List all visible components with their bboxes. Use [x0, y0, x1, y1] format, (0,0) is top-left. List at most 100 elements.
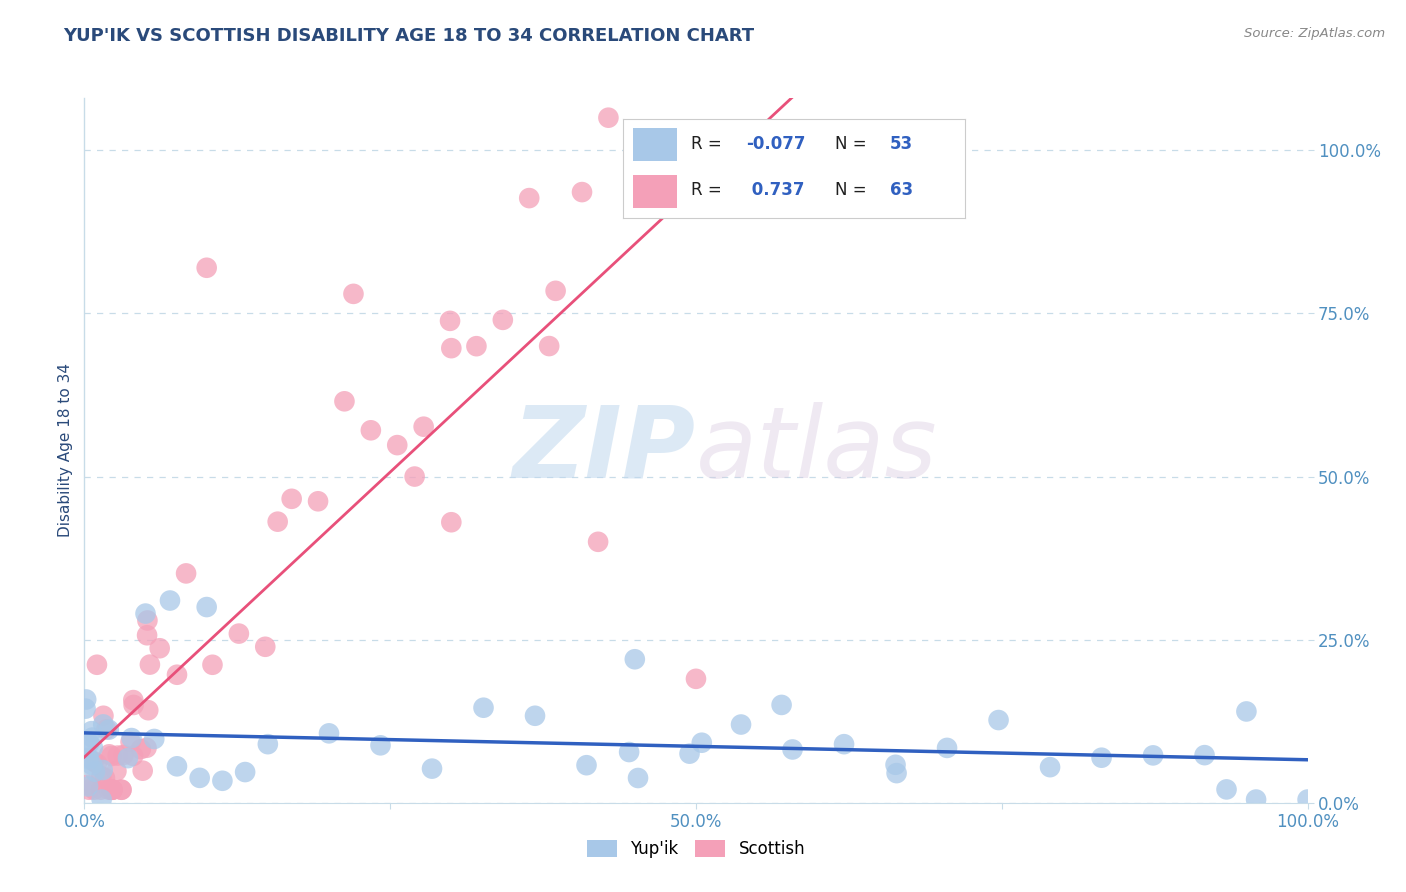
Point: [91, 763, 114, 777]
Point: [370, 739, 392, 753]
Point: [83, 754, 105, 768]
Point: [624, 194, 647, 208]
Point: [678, 747, 700, 761]
Point: [82, 740, 104, 755]
Point: [100, 749, 122, 764]
Point: [211, 773, 233, 788]
Point: [617, 745, 640, 759]
Legend: Yup'ik, Scottish: Yup'ik, Scottish: [581, 833, 811, 865]
Point: [77, 736, 100, 750]
Point: [174, 566, 197, 581]
Point: [86, 756, 108, 771]
Point: [110, 782, 132, 797]
Point: [318, 726, 340, 740]
Point: [82, 758, 104, 772]
Point: [97, 723, 120, 737]
Point: [129, 742, 152, 756]
Point: [84, 764, 107, 779]
Point: [884, 757, 907, 772]
Point: [575, 758, 598, 772]
Point: [105, 764, 128, 778]
Point: [112, 747, 135, 762]
Point: [1296, 792, 1319, 806]
Point: [524, 708, 547, 723]
Point: [110, 782, 132, 797]
Point: [1244, 792, 1267, 806]
Point: [492, 313, 515, 327]
Point: [120, 735, 142, 749]
Point: [97, 782, 120, 797]
Point: [77, 751, 100, 765]
Point: [101, 782, 124, 797]
Point: [280, 491, 302, 506]
Point: [266, 515, 288, 529]
Point: [472, 700, 495, 714]
Point: [586, 534, 609, 549]
Point: [782, 742, 804, 756]
Point: [131, 764, 153, 778]
Point: [440, 515, 463, 529]
Point: [90, 782, 112, 797]
Point: [730, 717, 752, 731]
Point: [342, 286, 364, 301]
Point: [143, 731, 166, 746]
Point: [1090, 750, 1112, 764]
Point: [96, 723, 118, 737]
Point: [627, 771, 650, 785]
Point: [117, 751, 139, 765]
Point: [122, 698, 145, 712]
Point: [188, 771, 211, 785]
Point: [98, 747, 121, 762]
Point: [1142, 748, 1164, 763]
Point: [149, 641, 172, 656]
Point: [201, 657, 224, 672]
Text: atlas: atlas: [696, 402, 938, 499]
Point: [770, 698, 793, 712]
Point: [571, 185, 593, 199]
Point: [333, 394, 356, 409]
Point: [86, 657, 108, 672]
Point: [538, 339, 561, 353]
Point: [195, 600, 218, 615]
Point: [80, 724, 103, 739]
Point: [136, 628, 159, 642]
Point: [77, 752, 100, 766]
Point: [93, 708, 115, 723]
Point: [1039, 760, 1062, 774]
Point: [121, 731, 143, 745]
Text: Source: ZipAtlas.com: Source: ZipAtlas.com: [1244, 27, 1385, 40]
Point: [195, 260, 218, 275]
Point: [94, 771, 117, 785]
Point: [624, 652, 647, 666]
Point: [465, 339, 488, 353]
Point: [685, 672, 707, 686]
Y-axis label: Disability Age 18 to 34: Disability Age 18 to 34: [58, 363, 73, 538]
Point: [159, 593, 181, 607]
Point: [91, 717, 114, 731]
Point: [254, 640, 277, 654]
Point: [544, 284, 567, 298]
Point: [77, 782, 100, 797]
Text: ZIP: ZIP: [513, 402, 696, 499]
Point: [100, 782, 122, 797]
Point: [517, 191, 540, 205]
Point: [690, 736, 713, 750]
Point: [136, 614, 159, 628]
Point: [136, 703, 159, 717]
Point: [228, 626, 250, 640]
Point: [90, 792, 112, 806]
Point: [439, 314, 461, 328]
Point: [82, 731, 104, 745]
Point: [404, 469, 426, 483]
Point: [987, 713, 1010, 727]
Point: [1236, 705, 1258, 719]
Point: [122, 748, 145, 763]
Point: [440, 341, 463, 355]
Point: [360, 423, 382, 437]
Point: [135, 607, 157, 621]
Point: [420, 762, 443, 776]
Point: [257, 737, 280, 751]
Point: [90, 769, 112, 783]
Point: [139, 657, 162, 672]
Point: [233, 765, 256, 780]
